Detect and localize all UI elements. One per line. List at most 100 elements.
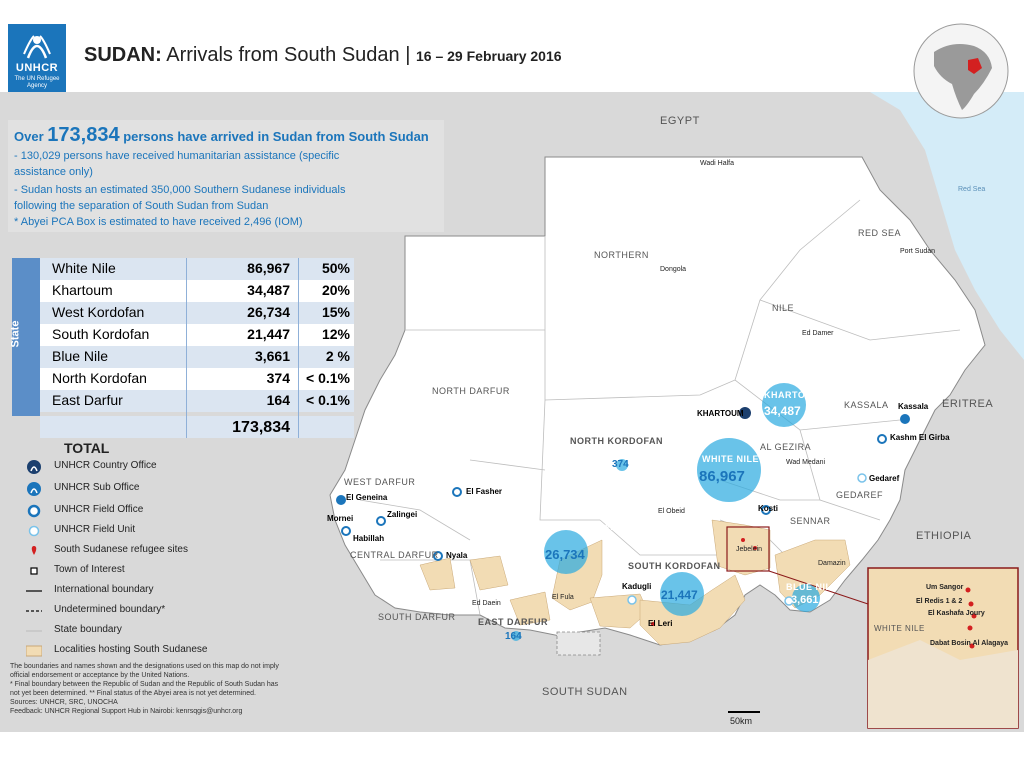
region-label-al-gezira: AL GEZIRA xyxy=(760,442,812,452)
footnote-line: The boundaries and names shown and the d… xyxy=(10,663,279,670)
sub-office-kassala-icon xyxy=(900,414,910,424)
bubble-value-blue-nile: 3,661 xyxy=(791,594,819,606)
row-percent: 20% xyxy=(321,282,350,298)
inset-site-icon xyxy=(971,613,977,619)
row-state: Blue Nile xyxy=(52,348,109,364)
bubble-value-khartoum: 34,487 xyxy=(764,404,801,418)
office-label-kadugli: Kadugli xyxy=(622,582,652,591)
region-label-north-kordofan: NORTH KORDOFAN xyxy=(570,436,663,446)
bubble-west-kordofan xyxy=(544,530,588,574)
town-label-el-obeid: El Obeid xyxy=(658,508,685,515)
sub-office-geneina-icon xyxy=(336,495,346,505)
inset-sites xyxy=(965,587,977,649)
inset-connector-line xyxy=(768,570,869,605)
bubble-blue-nile xyxy=(792,584,820,612)
title-main: Arrivals from South Sudan | xyxy=(166,44,411,66)
row-state: White Nile xyxy=(52,260,116,276)
legend-item: Localities hosting South Sudanese xyxy=(26,642,326,660)
inset-label-el-kashafa: El Kashafa Joury xyxy=(928,610,985,617)
office-label-gedaref: Gedaref xyxy=(869,474,900,483)
country-label-south-sudan: SOUTH SUDAN xyxy=(542,686,628,698)
row-percent: 50% xyxy=(321,260,350,276)
row-value: 164 xyxy=(266,392,290,408)
table-total-row: 173,834 xyxy=(40,416,354,438)
refugee-site-icon xyxy=(31,546,37,555)
field-unit-gedaref-icon xyxy=(857,473,867,483)
bubble-khartoum xyxy=(762,383,806,427)
summary-headline: Over 173,834 persons have arrived in Sud… xyxy=(14,124,429,147)
inset-label-um-sangor: Um Sangor xyxy=(926,584,964,591)
table-row: Khartoum 34,487 20% xyxy=(40,280,354,302)
row-value: 21,447 xyxy=(247,326,290,342)
table-row: White Nile 86,967 50% xyxy=(40,258,354,280)
town-label-ed-damer: Ed Damer xyxy=(802,330,834,337)
field-office-kashm-icon xyxy=(877,434,887,444)
logo-subtitle: The UN Refugee Agency xyxy=(14,76,60,89)
table-row: West Kordofan 26,734 15% xyxy=(40,302,354,324)
row-percent: < 0.1% xyxy=(306,370,350,386)
legend-item: South Sudanese refugee sites xyxy=(26,542,326,560)
inset-label-white-nile: WHITE NILE xyxy=(874,624,925,633)
inset-label-dabat-bosin: Dabat Bosin Al Alagaya xyxy=(930,640,1009,647)
row-percent: 15% xyxy=(321,304,350,320)
red-sea-water xyxy=(870,92,1024,360)
town-of-interest-icon xyxy=(30,567,38,575)
legend-item: International boundary xyxy=(26,582,326,600)
town-label-damazin: Damazin xyxy=(818,560,846,567)
country-label-eritrea: ERITREA xyxy=(942,398,994,410)
row-value: 374 xyxy=(266,370,290,386)
office-label-el-leri: El Leri xyxy=(648,619,673,628)
sub-office-icon xyxy=(27,482,41,496)
summary-bullet-2b: following the separation of South Sudan … xyxy=(14,200,269,212)
sudan-map xyxy=(0,92,1024,732)
bubble-value-white-nile: 86,967 xyxy=(699,468,745,485)
footnote-line: * Final boundary between the Republic of… xyxy=(10,681,279,688)
bubble-value-north-kordofan: 374 xyxy=(612,459,629,470)
refugee-site-icon xyxy=(741,538,745,542)
legend-label: Localities hosting South Sudanese xyxy=(54,644,208,655)
summary-headline-rest: persons have arrived in Sudan from South… xyxy=(123,129,429,144)
table-row: East Darfur 164 < 0.1% xyxy=(40,390,354,412)
region-label-north-darfur: NORTH DARFUR xyxy=(432,386,510,396)
table-row: South Kordofan 21,447 12% xyxy=(40,324,354,346)
summary-total: 173,834 xyxy=(47,124,120,146)
office-label-kashm: Kashm El Girba xyxy=(890,433,950,442)
office-label-habillah: Habillah xyxy=(353,534,385,543)
inset-site-icon xyxy=(967,625,973,631)
summary-bullet-1b: assistance only) xyxy=(14,166,93,178)
region-label-northern: NORTHERN xyxy=(594,250,649,260)
row-percent: < 0.1% xyxy=(306,392,350,408)
town-label-port-sudan: Port Sudan xyxy=(900,248,936,255)
region-label-nile: NILE xyxy=(772,303,795,313)
inset-site-icon xyxy=(969,643,975,649)
legend-label: UNHCR Country Office xyxy=(54,460,157,471)
country-label-ethiopia: ETHIOPIA xyxy=(916,530,972,542)
legend-item: UNHCR Sub Office xyxy=(26,480,326,498)
locator-globe xyxy=(913,23,1009,119)
town-label-wadi-halfa: Wadi Halfa xyxy=(700,160,734,167)
refugee-sites xyxy=(651,538,757,626)
summary-box: Over 173,834 persons have arrived in Sud… xyxy=(8,120,444,232)
table-divider xyxy=(186,258,187,438)
town-label-ed-daein: Ed Daein xyxy=(472,600,501,607)
scale-label: 50km xyxy=(730,716,753,726)
undetermined-boundary-icon xyxy=(26,610,42,612)
row-state: East Darfur xyxy=(52,392,123,408)
row-value: 3,661 xyxy=(254,348,290,364)
host-locality-swatch-icon xyxy=(26,645,42,657)
region-label-south-darfur: SOUTH DARFUR xyxy=(378,612,456,622)
inset-site-icon xyxy=(968,601,974,607)
country-office-icon xyxy=(739,407,751,419)
inset-label-el-redis: El Redis 1 & 2 xyxy=(916,598,963,605)
country-office-icon xyxy=(27,460,41,474)
state-side-header: State xyxy=(9,258,40,416)
office-label-kassala: Kassala xyxy=(898,402,929,411)
arrival-bubbles xyxy=(511,383,820,641)
legend-label: Undetermined boundary* xyxy=(54,604,166,615)
office-label-el-fasher: El Fasher xyxy=(466,487,503,496)
legend-label: State boundary xyxy=(54,624,122,635)
town-label-jebelein: Jebelein xyxy=(736,546,763,553)
legend-label: UNHCR Field Office xyxy=(54,504,144,515)
bubble-white-nile xyxy=(697,438,761,502)
legend-label: International boundary xyxy=(54,584,154,595)
